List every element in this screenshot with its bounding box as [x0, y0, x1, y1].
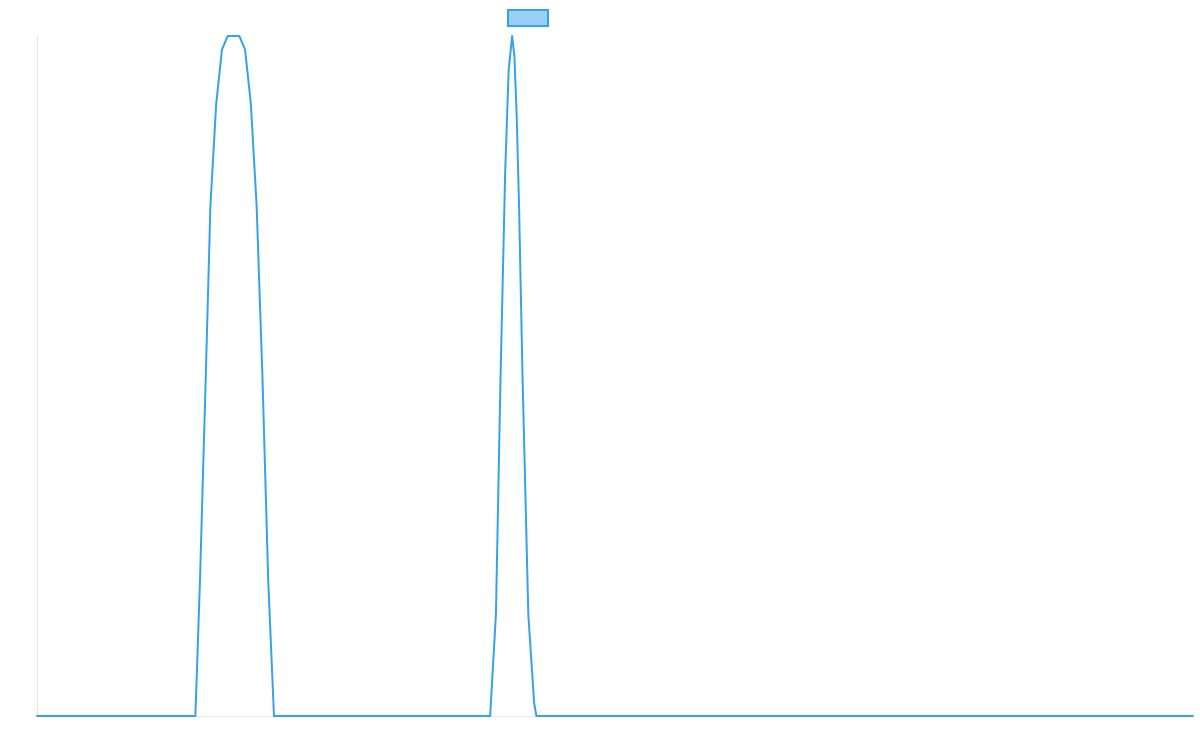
legend-swatch[interactable]: [507, 9, 549, 27]
series-layer: [36, 35, 1194, 717]
series-line-0: [36, 35, 1194, 717]
legend[interactable]: [507, 9, 549, 27]
